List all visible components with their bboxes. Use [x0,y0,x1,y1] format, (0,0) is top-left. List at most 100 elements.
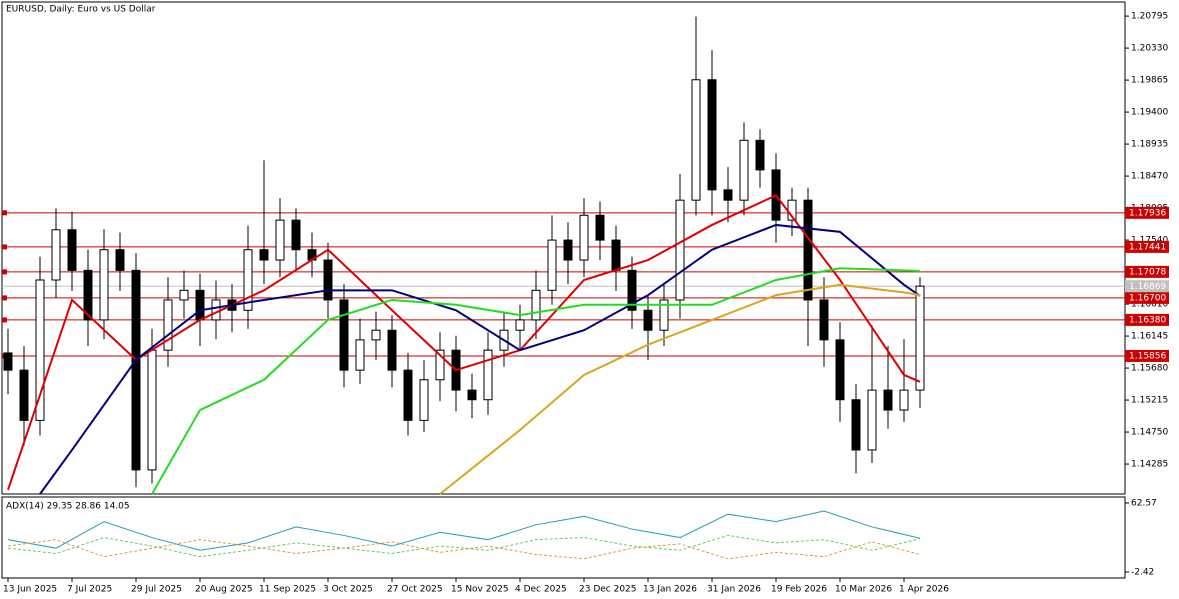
y-tick-label: 1.19865 [1131,76,1168,86]
candle-body [579,214,589,261]
indicator-title: ADX(14) 29.35 28.86 14.05 [6,502,130,512]
candle-body [115,249,125,271]
candle-body [387,329,397,371]
y-tick-label: 1.19400 [1131,108,1168,118]
x-tick-label: 4 Dec 2025 [515,585,567,595]
candle-body [435,349,445,381]
candle-body [755,139,765,171]
x-tick-label: 15 Nov 2025 [451,585,509,595]
candle-body [739,139,749,201]
candle-body [563,239,573,261]
level-label: 1.16380 [1129,315,1166,325]
x-tick-label: 11 Sep 2025 [259,585,316,595]
level-label: 1.16700 [1129,293,1166,303]
candle-body [259,249,269,261]
candle-body [611,239,621,271]
x-tick-label: 1 Apr 2026 [899,585,949,595]
candle-body [691,79,701,201]
level-tag [1125,240,1169,253]
y-tick-label: 1.20795 [1131,12,1168,22]
moving-average [7,194,921,491]
x-tick-label: 29 Jul 2025 [131,585,182,595]
level-tag [1125,265,1169,278]
candle-body [243,249,253,311]
x-tick-label: 10 Mar 2026 [835,585,892,595]
candle-body [99,249,109,321]
x-tick-label: 7 Jul 2025 [67,585,112,595]
x-tick-label: 13 Jan 2026 [643,585,697,595]
moving-average [151,267,921,495]
last-price-label: 1.16869 [1129,282,1166,292]
candle-body [915,285,925,391]
candle-body [899,389,909,411]
candle-body [19,369,29,421]
candle-body [371,329,381,341]
x-tick-label: 3 Oct 2025 [323,585,373,595]
level-marker [2,210,7,216]
candle-body [51,229,61,281]
candle-body [659,299,669,331]
candle-body [3,352,13,371]
candle-body [147,349,157,471]
candle-body [835,339,845,401]
y-tick-label: 1.17540 [1131,236,1168,246]
candle-body [883,389,893,411]
candle-body [291,219,301,251]
level-tag [1125,206,1169,219]
indicator-frame [1,496,1126,579]
y-tick-label: 1.18935 [1131,140,1168,150]
candle-body [67,229,77,271]
y-tick-label: 1.14285 [1131,460,1168,470]
level-tag [1125,349,1169,362]
candle-body [595,214,605,241]
last-price-tag [1125,280,1169,293]
y-tick-label: 1.15680 [1131,364,1168,374]
candle-body [723,189,733,201]
candle-body [179,289,189,301]
y-tick-label: 1.20330 [1131,44,1168,54]
level-marker [2,269,7,275]
indicator-line [7,539,921,560]
level-marker [2,244,7,250]
level-marker [2,295,7,301]
candle-body [483,349,493,401]
candle-body [35,279,45,421]
y-tick-label: 1.15215 [1131,396,1168,406]
candle-body [851,399,861,451]
x-tick-label: 19 Feb 2026 [771,585,827,595]
x-tick-label: 31 Jan 2026 [707,585,761,595]
candle-body [355,339,365,371]
indicator-line [7,510,921,551]
y-tick-label: 62.57 [1131,498,1157,508]
candle-body [707,79,717,191]
x-tick-label: 20 Aug 2025 [195,585,253,595]
candle-body [467,389,477,401]
candle-body [803,199,813,301]
x-tick-label: 27 Oct 2025 [387,585,443,595]
candle-body [419,379,429,421]
level-label: 1.17936 [1129,208,1166,218]
candle-body [531,289,541,321]
chart-title: EURUSD, Daily: Euro vs US Dollar [6,5,156,15]
candle-body [195,289,205,321]
y-tick-label: 1.16610 [1131,300,1168,310]
moving-average [439,283,921,495]
level-label: 1.15856 [1129,351,1166,361]
candle-body [547,239,557,291]
y-tick-label: 1.16145 [1131,332,1168,342]
candle-body [675,199,685,301]
moving-average [39,223,921,495]
candle-body [643,309,653,331]
level-tag [1125,313,1169,326]
candle-body [275,219,285,261]
candle-body [131,269,141,471]
level-label: 1.17441 [1129,242,1166,252]
candle-body [515,319,525,331]
candle-body [323,259,333,301]
level-tag [1125,291,1169,304]
candle-body [83,269,93,321]
candle-body [211,299,221,321]
candle-body [627,269,637,311]
candle-body [819,299,829,341]
